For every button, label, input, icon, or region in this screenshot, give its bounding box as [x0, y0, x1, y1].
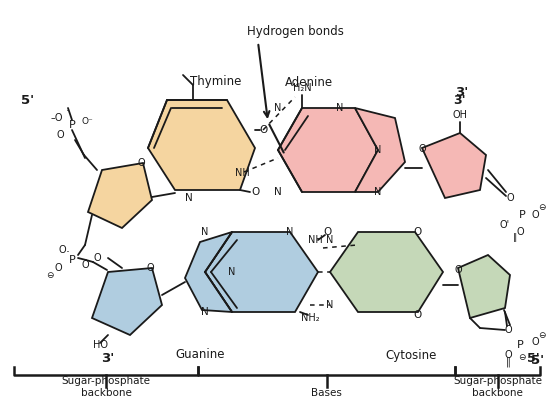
Text: N: N: [185, 193, 193, 203]
Text: O: O: [93, 253, 101, 263]
Polygon shape: [278, 108, 378, 192]
Polygon shape: [205, 232, 318, 312]
Text: OH: OH: [453, 110, 468, 120]
Text: NH: NH: [235, 168, 249, 178]
Text: Adenine: Adenine: [285, 75, 333, 89]
Text: HO: HO: [93, 340, 108, 350]
Text: O: O: [504, 325, 512, 335]
Text: O: O: [506, 193, 514, 203]
Text: N: N: [274, 103, 282, 113]
Text: NH: NH: [307, 235, 322, 245]
Text: O: O: [414, 310, 422, 320]
Polygon shape: [458, 255, 510, 318]
Text: ‖: ‖: [505, 357, 510, 367]
Text: –O: –O: [51, 113, 63, 123]
Text: O: O: [418, 144, 426, 154]
Text: NH₂: NH₂: [301, 313, 320, 323]
Text: ⊖: ⊖: [538, 202, 546, 212]
Text: O: O: [146, 263, 154, 273]
Text: 5': 5': [21, 93, 35, 106]
Polygon shape: [185, 232, 232, 312]
Text: ·: ·: [66, 247, 70, 260]
Text: 3': 3': [455, 85, 469, 98]
Text: P: P: [69, 120, 75, 130]
Polygon shape: [148, 100, 255, 190]
Text: Bases: Bases: [311, 388, 342, 398]
Polygon shape: [88, 163, 152, 228]
Text: Sugar-phosphate
backbone: Sugar-phosphate backbone: [453, 376, 542, 398]
Text: N: N: [326, 300, 334, 310]
Text: N: N: [201, 307, 209, 317]
Text: 3': 3': [101, 351, 114, 364]
Text: O': O': [500, 220, 510, 230]
Text: O: O: [504, 350, 512, 360]
Polygon shape: [92, 268, 162, 335]
Text: N: N: [287, 227, 294, 237]
Text: Hydrogen bonds: Hydrogen bonds: [246, 25, 343, 38]
Text: Sugar-phosphate
backbone: Sugar-phosphate backbone: [62, 376, 151, 398]
Text: ⊖: ⊖: [46, 272, 54, 280]
Text: 3': 3': [454, 93, 466, 106]
Text: O: O: [56, 130, 64, 140]
Text: O: O: [531, 210, 539, 220]
Text: ⊖: ⊖: [538, 330, 546, 339]
Text: O: O: [81, 260, 89, 270]
Text: N: N: [336, 103, 344, 113]
Text: N: N: [274, 187, 282, 197]
Text: Thymine: Thymine: [190, 75, 241, 89]
Text: N: N: [228, 267, 236, 277]
Text: 5': 5': [531, 353, 544, 366]
Text: O: O: [54, 263, 62, 273]
Text: O: O: [414, 227, 422, 237]
Text: O: O: [531, 337, 539, 347]
Text: O: O: [137, 158, 145, 168]
Text: H₂N: H₂N: [293, 83, 311, 93]
Text: Guanine: Guanine: [175, 349, 224, 361]
Text: ⊖: ⊖: [518, 353, 526, 363]
Text: 5': 5': [527, 351, 540, 364]
Text: ‖: ‖: [513, 233, 517, 243]
Text: O: O: [454, 265, 462, 275]
Text: O: O: [251, 187, 259, 197]
Text: N: N: [375, 187, 382, 197]
Text: N: N: [326, 235, 334, 245]
Polygon shape: [422, 133, 486, 198]
Text: P: P: [516, 340, 524, 350]
Text: O⁻: O⁻: [81, 118, 93, 127]
Text: N: N: [375, 145, 382, 155]
Polygon shape: [330, 232, 443, 312]
Text: O: O: [58, 245, 66, 255]
Text: P: P: [69, 255, 75, 265]
Text: O: O: [324, 227, 332, 237]
Text: P: P: [519, 210, 525, 220]
Text: Cytosine: Cytosine: [385, 349, 436, 361]
Text: ·: ·: [66, 106, 70, 118]
Text: O: O: [516, 227, 524, 237]
Text: N: N: [201, 227, 208, 237]
Text: O: O: [259, 125, 267, 135]
Polygon shape: [355, 108, 405, 192]
